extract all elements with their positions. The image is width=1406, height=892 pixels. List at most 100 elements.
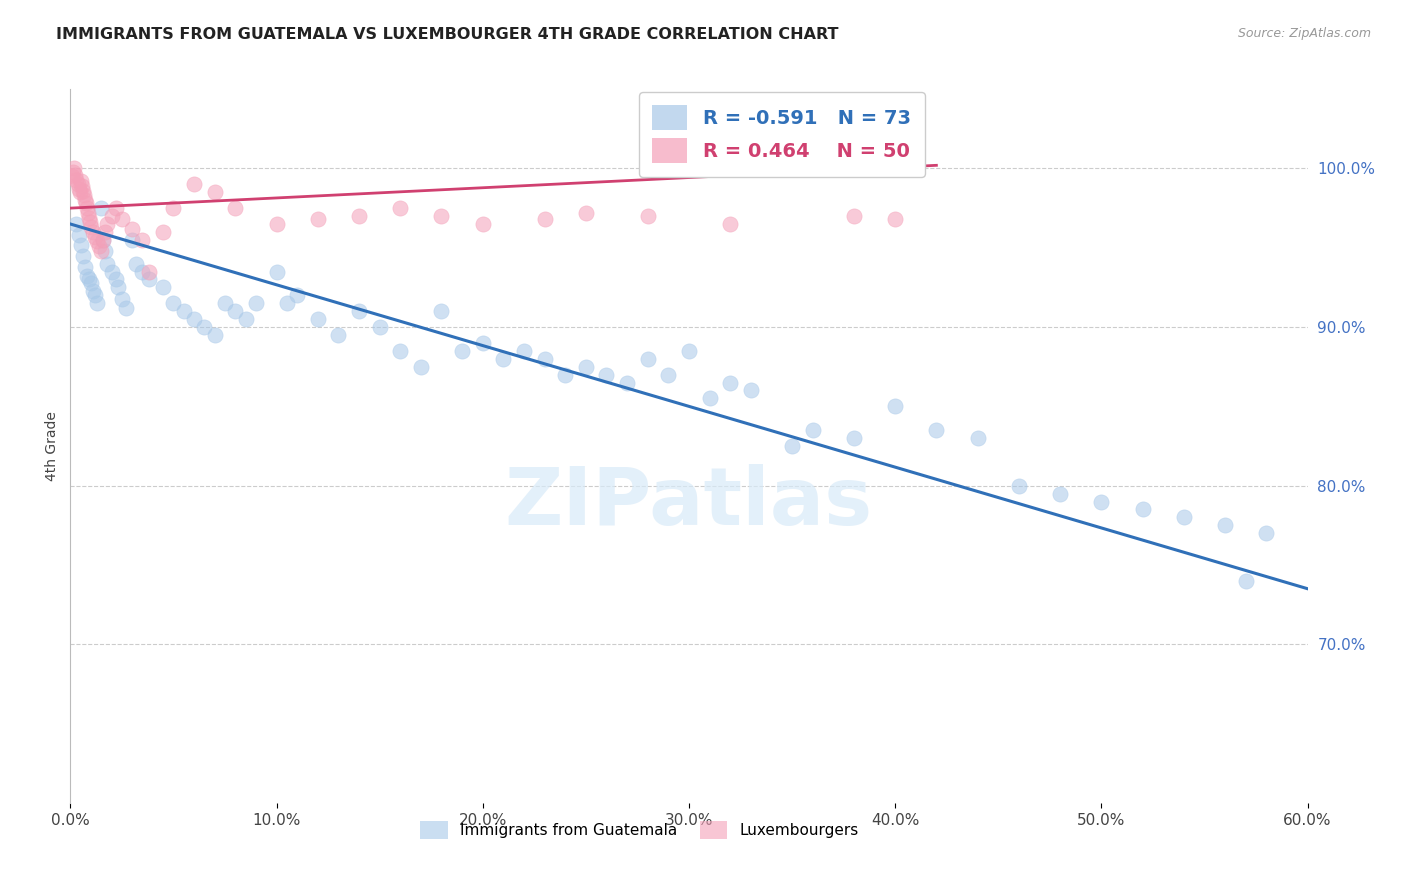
Point (131, 233, 153, 247)
Point (266, 264, 288, 278)
Point (100, 264, 122, 278)
Point (1213, 518, 1236, 533)
Point (73, 188, 96, 202)
Point (86, 296, 108, 310)
Point (69, 186, 91, 200)
Point (152, 280, 174, 294)
Point (637, 351, 659, 366)
Point (125, 257, 148, 271)
Point (842, 431, 865, 445)
Point (100, 209, 122, 223)
Point (183, 178, 205, 192)
Point (925, 423, 948, 437)
Point (91, 233, 114, 247)
Point (966, 431, 988, 445)
Point (90, 201, 112, 215)
Point (82, 225, 104, 239)
Point (121, 221, 143, 235)
Point (62, 164, 84, 178)
Text: ZIPatlas: ZIPatlas (505, 464, 873, 542)
Point (75, 196, 97, 211)
Point (65, 168, 87, 182)
Point (513, 343, 536, 358)
Point (77, 272, 100, 286)
Point (84, 229, 107, 244)
Point (266, 217, 288, 231)
Point (193, 320, 215, 334)
Point (389, 343, 412, 358)
Point (104, 201, 127, 215)
Point (1173, 510, 1195, 524)
Point (430, 304, 453, 318)
Point (718, 217, 741, 231)
Point (1256, 526, 1278, 541)
Point (492, 351, 515, 366)
Point (718, 376, 741, 390)
Point (533, 351, 555, 366)
Point (183, 312, 205, 326)
Point (1049, 486, 1071, 500)
Point (65, 172, 87, 186)
Point (224, 201, 246, 215)
Point (107, 280, 129, 294)
Point (276, 296, 298, 310)
Point (285, 288, 308, 302)
Point (67, 228, 90, 243)
Point (72, 184, 94, 198)
Point (84, 288, 107, 302)
Point (801, 423, 824, 437)
Point (471, 217, 494, 231)
Point (224, 304, 246, 318)
Point (121, 233, 143, 247)
Point (1008, 478, 1031, 492)
Point (430, 209, 453, 223)
Point (637, 209, 659, 223)
Point (616, 376, 638, 390)
Point (307, 212, 329, 227)
Point (115, 301, 138, 315)
Point (307, 312, 329, 326)
Legend: Immigrants from Guatemala, Luxembourgers: Immigrants from Guatemala, Luxembourgers (413, 815, 865, 845)
Point (138, 272, 160, 286)
Point (94, 244, 117, 258)
Point (73, 260, 96, 274)
Point (368, 320, 391, 334)
Point (657, 368, 679, 382)
Point (409, 359, 432, 374)
Point (245, 296, 267, 310)
Point (884, 400, 907, 414)
Point (63, 161, 86, 176)
Point (82, 284, 104, 298)
Point (1090, 494, 1112, 508)
Point (1234, 574, 1257, 588)
Point (70, 178, 93, 193)
Point (80, 220, 103, 235)
Text: Source: ZipAtlas.com: Source: ZipAtlas.com (1237, 27, 1371, 40)
Point (131, 264, 153, 278)
Point (204, 328, 226, 343)
Point (235, 312, 257, 326)
Point (89, 239, 111, 253)
Point (76, 269, 98, 284)
Point (842, 209, 865, 223)
Point (595, 368, 617, 382)
Point (699, 392, 721, 406)
Point (204, 186, 226, 200)
Point (104, 272, 127, 286)
Point (96, 217, 118, 231)
Text: IMMIGRANTS FROM GUATEMALA VS LUXEMBOURGER 4TH GRADE CORRELATION CHART: IMMIGRANTS FROM GUATEMALA VS LUXEMBOURGE… (56, 27, 839, 42)
Point (214, 296, 236, 310)
Point (86, 235, 108, 249)
Point (575, 206, 598, 220)
Point (884, 212, 907, 227)
Point (471, 335, 494, 350)
Point (780, 439, 803, 453)
Point (162, 201, 184, 215)
Point (1132, 502, 1154, 516)
Point (60, 169, 83, 184)
Point (69, 174, 91, 188)
Point (72, 249, 94, 263)
Point (740, 384, 762, 398)
Point (90, 244, 112, 258)
Point (162, 296, 184, 310)
